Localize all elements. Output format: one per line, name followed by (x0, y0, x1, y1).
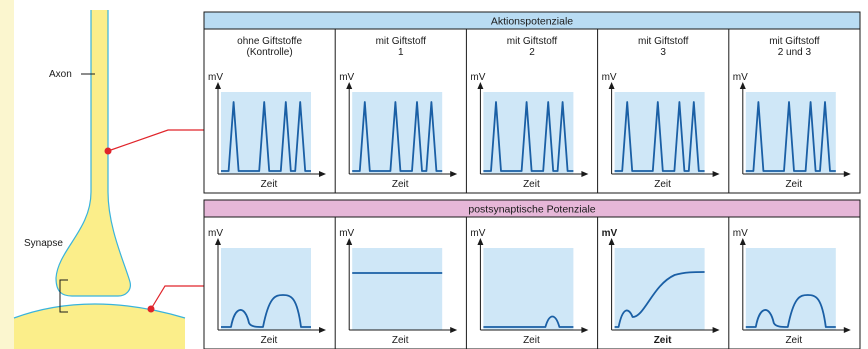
postsynaptic-membrane (13, 303, 186, 319)
ap-title-line2-1: (Kontrolle) (247, 47, 293, 58)
psp-x-arrow-4 (712, 327, 720, 333)
ap-y-arrow-1 (215, 82, 221, 89)
ap-title-line1-4: mit Giftstoff (638, 36, 689, 47)
psp-x-label-1: Zeit (261, 335, 278, 346)
ap-x-arrow-3 (581, 171, 589, 177)
margin-strip (0, 0, 14, 349)
ap-x-label-3: Zeit (523, 179, 540, 190)
psp-curve-1 (221, 294, 311, 328)
psp-x-label-4: Zeit (654, 335, 672, 346)
neuron-illustration: Axon Synapse (13, 10, 204, 349)
ap-spike-train-1 (221, 101, 311, 172)
ap-y-arrow-5 (739, 82, 746, 89)
psp-curve-5 (745, 294, 836, 328)
ap-title-line2-3: 2 (529, 47, 535, 58)
postsynaptic-panel-4: mV Zeit (597, 217, 720, 349)
ap-x-label-4: Zeit (654, 179, 671, 190)
postsynaptic-panels: mV Zeit mV Zeit mV Zeit mV Zeit mV Zeit (208, 217, 851, 349)
connector-synapse (150, 285, 204, 310)
ap-y-label-2: mV (339, 72, 354, 83)
ap-y-label-5: mV (733, 72, 748, 83)
psp-y-label-2: mV (339, 228, 354, 239)
ap-x-arrow-4 (712, 171, 720, 177)
ap-title-line2-2: 1 (398, 47, 404, 58)
ap-y-label-1: mV (208, 72, 223, 83)
postsynaptic-header-text: postsynaptische Potenziale (468, 204, 595, 216)
ap-spike-train-5 (745, 101, 836, 172)
psp-plot-area-4 (614, 248, 705, 330)
psp-x-arrow-1 (319, 327, 326, 333)
psp-x-arrow-3 (581, 327, 589, 333)
ap-x-label-5: Zeit (785, 179, 802, 190)
psp-y-label-3: mV (470, 228, 485, 239)
synapse-bracket (59, 279, 68, 313)
psp-x-label-3: Zeit (523, 335, 540, 346)
postsynaptic-panel-2: mV Zeit (334, 217, 458, 349)
psp-x-label-5: Zeit (785, 335, 802, 346)
psp-plot-area-2 (352, 248, 443, 330)
psp-y-arrow-2 (346, 238, 353, 245)
ap-y-arrow-3 (477, 82, 484, 89)
psp-y-label-4: mV (602, 228, 618, 239)
ap-title-line2-5: 2 und 3 (778, 47, 812, 58)
synapse-label: Synapse (24, 238, 63, 249)
ap-y-arrow-4 (608, 82, 615, 89)
ap-title-line1-3: mit Giftstoff (507, 36, 558, 47)
psp-y-label-5: mV (733, 228, 748, 239)
axon-label: Axon (49, 69, 72, 80)
psp-curve-3 (483, 315, 574, 328)
psp-x-label-2: Zeit (392, 335, 409, 346)
connector-axon (107, 129, 204, 152)
ap-y-label-4: mV (602, 72, 617, 83)
psp-plot-area-3 (483, 248, 574, 330)
ap-x-arrow-2 (450, 171, 458, 177)
ap-y-arrow-2 (346, 82, 353, 89)
ap-x-label-1: Zeit (261, 179, 278, 190)
psp-y-arrow-4 (608, 238, 615, 245)
ap-spike-train-4 (614, 101, 705, 172)
ap-x-arrow-1 (319, 171, 326, 177)
ap-x-arrow-5 (843, 171, 851, 177)
action-potential-header-text: Aktionspotenziale (491, 16, 573, 28)
psp-curve-4 (614, 271, 705, 328)
action-potential-panel-1: ohne Giftstoffe(Kontrolle) mV Zeit (208, 36, 326, 190)
psp-x-arrow-2 (450, 327, 458, 333)
psp-x-arrow-5 (843, 327, 851, 333)
ap-title-line2-4: 3 (660, 47, 666, 58)
postsynaptic-panel-5: mV Zeit (728, 217, 851, 349)
postsynaptic-panel-3: mV Zeit (465, 217, 589, 349)
ap-spike-train-3 (483, 101, 574, 172)
psp-y-arrow-1 (215, 238, 221, 245)
postsynaptic-panel-1: mV Zeit (208, 228, 326, 346)
ap-x-label-2: Zeit (392, 179, 409, 190)
ap-title-line1-2: mit Giftstoff (376, 36, 427, 47)
postsynaptic-section: postsynaptische Potenziale mVZeitmVZeitm… (203, 199, 861, 349)
axon (55, 10, 131, 297)
psp-y-arrow-3 (477, 238, 484, 245)
postsynaptic-cell (14, 304, 185, 349)
ap-spike-train-2 (352, 101, 443, 172)
action-potential-section: Aktionspotenziale ohne Giftstoffe(Kontro… (203, 11, 861, 194)
psp-y-label-1: mV (208, 228, 223, 239)
ap-title-line1-1: ohne Giftstoffe (237, 36, 302, 47)
ap-title-line1-5: mit Giftstoff (769, 36, 820, 47)
ap-y-label-3: mV (470, 72, 485, 83)
psp-y-arrow-5 (739, 238, 746, 245)
